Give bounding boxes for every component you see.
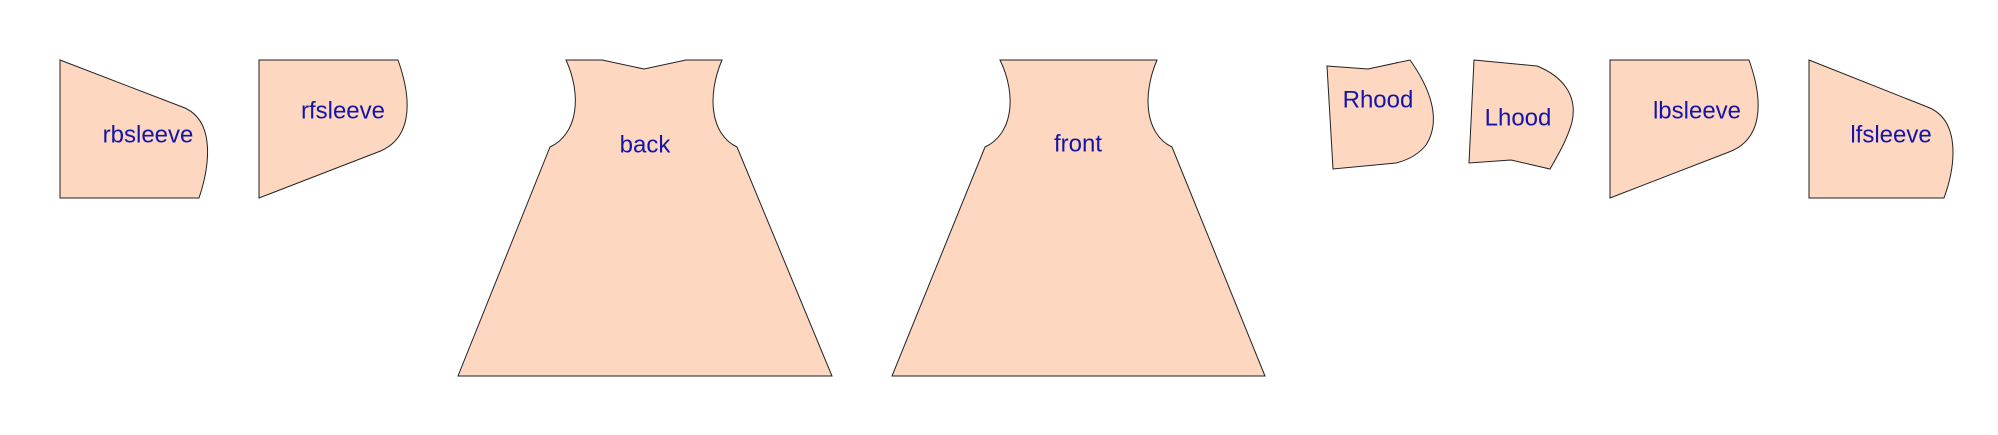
- piece-rhood-shape: [1326, 59, 1434, 170]
- piece-lfsleeve-shape: [1808, 59, 1954, 199]
- piece-lhood-shape: [1468, 59, 1574, 170]
- piece-front-label: front: [1054, 130, 1102, 157]
- piece-lhood: Lhood: [1468, 59, 1574, 170]
- piece-front-shape: [891, 59, 1266, 377]
- piece-lhood-label: Lhood: [1485, 104, 1552, 131]
- piece-back-label: back: [620, 131, 672, 158]
- piece-lbsleeve-shape: [1609, 59, 1759, 199]
- piece-front: front: [891, 59, 1266, 377]
- piece-rfsleeve-shape: [258, 59, 408, 199]
- piece-lfsleeve: lfsleeve: [1808, 59, 1954, 199]
- piece-rbsleeve-label: rbsleeve: [103, 121, 194, 148]
- piece-lbsleeve-label: lbsleeve: [1653, 97, 1741, 124]
- piece-rbsleeve-shape: [59, 59, 209, 199]
- piece-back: back: [457, 59, 833, 377]
- piece-back-shape: [457, 59, 833, 377]
- piece-rhood-label: Rhood: [1343, 86, 1414, 113]
- piece-rbsleeve: rbsleeve: [59, 59, 209, 199]
- piece-rfsleeve-label: rfsleeve: [301, 97, 385, 124]
- piece-lfsleeve-label: lfsleeve: [1850, 121, 1931, 148]
- piece-lbsleeve: lbsleeve: [1609, 59, 1759, 199]
- piece-rhood: Rhood: [1326, 59, 1434, 170]
- piece-rfsleeve: rfsleeve: [258, 59, 408, 199]
